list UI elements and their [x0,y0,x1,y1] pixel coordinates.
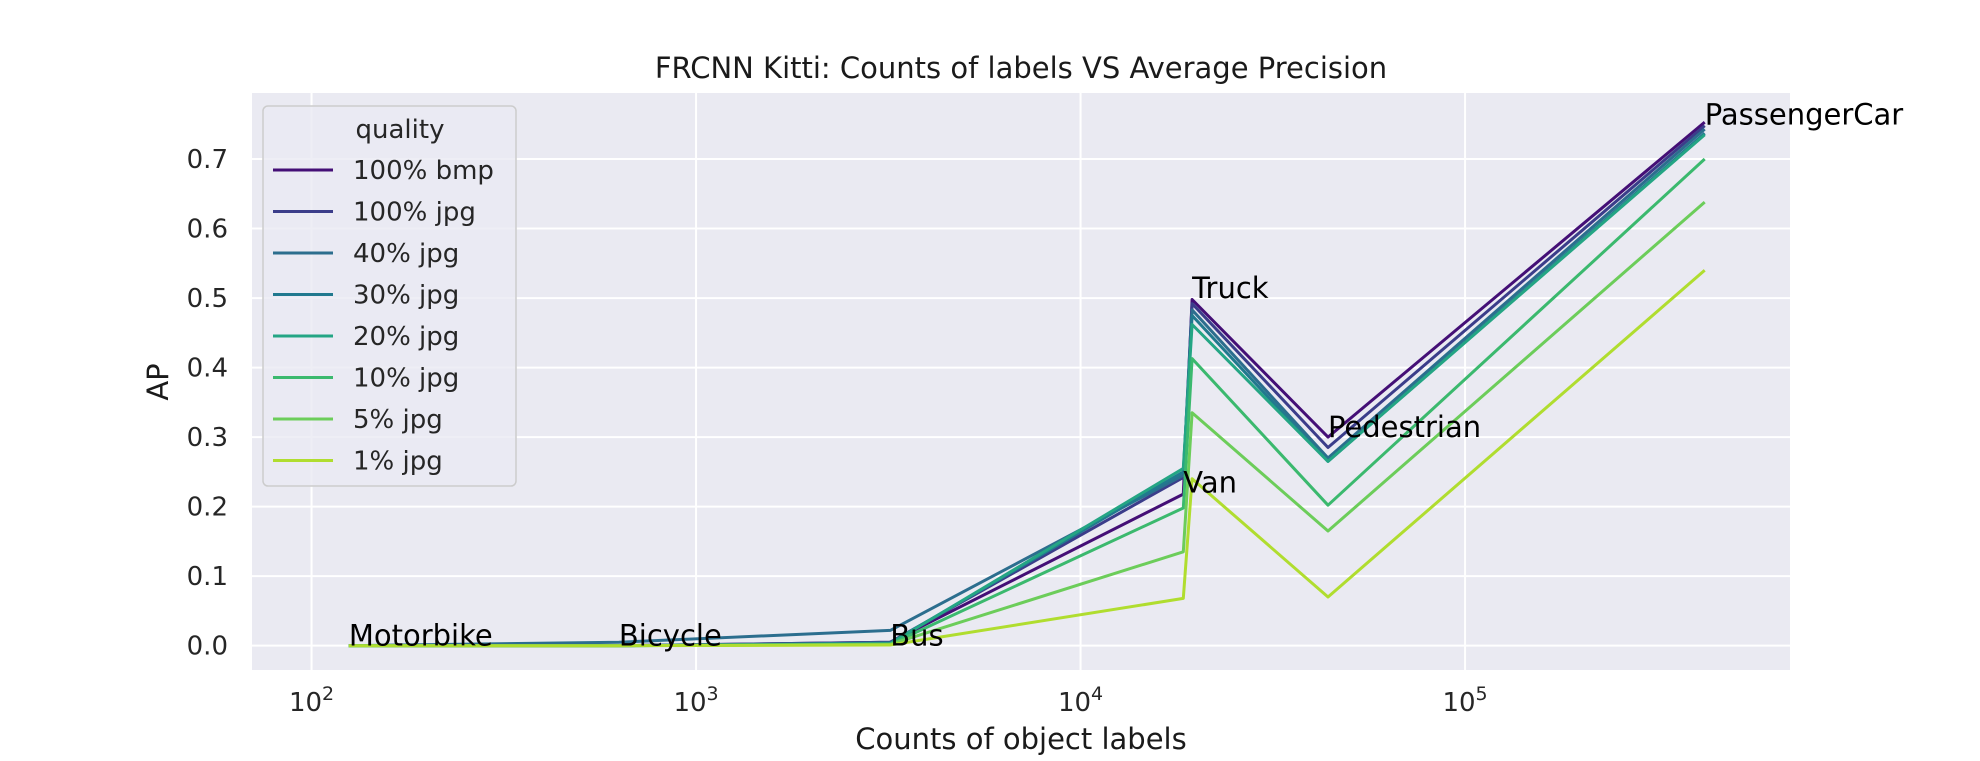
series-line [348,269,1706,648]
y-tick-label: 0.4 [187,354,228,384]
x-tick-label: 105 [1442,683,1487,718]
legend-label: 30% jpg [353,281,459,311]
legend-label: 10% jpg [353,364,459,394]
legend-label: 20% jpg [353,322,459,352]
legend-label: 1% jpg [353,447,443,477]
y-tick-label: 0.2 [187,493,228,523]
point-label: Motorbike [349,619,493,653]
y-axis-title: AP [141,363,175,400]
series-lines [348,121,1706,648]
legend-label: 100% bmp [353,156,494,186]
y-tick-label: 0.6 [187,215,228,245]
x-tick-label: 102 [289,683,334,718]
point-label: PassengerCar [1705,97,1904,131]
x-tick-labels: 102 103 104 105 [289,683,1488,718]
legend: quality 100% bmp 100% jpg 40% jpg 30% jpg 20… [262,105,517,487]
point-label: Bicycle [619,619,722,653]
point-label: Truck [1191,271,1269,305]
legend-label: 5% jpg [353,405,443,435]
series-line [348,127,1706,648]
y-tick-label: 0.0 [187,632,228,662]
y-tick-labels: 0.0 0.1 0.2 0.3 0.4 0.5 0.6 0.7 [187,145,228,662]
y-tick-label: 0.1 [187,562,228,592]
legend-title: quality [356,115,445,145]
legend-label: 40% jpg [353,239,459,269]
point-label: Van [1183,466,1237,500]
point-label: Bus [890,619,943,653]
legend-label: 100% jpg [353,198,476,228]
x-axis-title: Counts of object labels [855,722,1186,756]
point-label: Pedestrian [1328,410,1481,444]
legend-box [262,105,517,487]
y-tick-label: 0.3 [187,423,228,453]
chart-title: FRCNN Kitti: Counts of labels VS Average… [655,51,1387,85]
x-tick-label: 103 [673,683,718,718]
point-labels: Motorbike Bicycle Bus Van Truck Pedestrian Pas… [349,97,1903,652]
y-tick-label: 0.5 [187,284,228,314]
x-tick-label: 104 [1058,683,1103,718]
legend-items: 100% bmp 100% jpg 40% jpg 30% jpg 20% jpg 10%… [273,156,494,477]
y-tick-label: 0.7 [187,145,228,175]
